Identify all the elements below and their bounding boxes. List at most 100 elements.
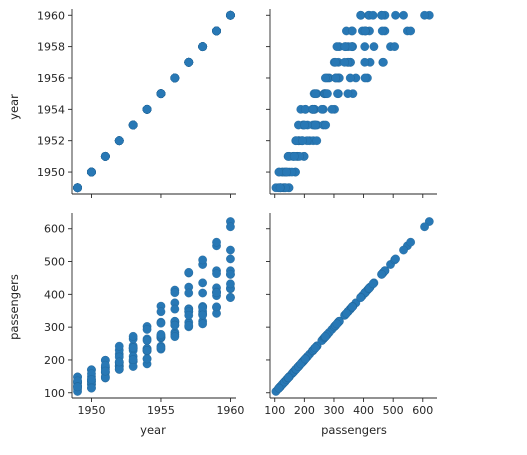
data-point xyxy=(212,26,221,36)
data-point xyxy=(310,89,320,99)
y-tick-label: 600 xyxy=(44,223,65,236)
data-point xyxy=(399,245,408,255)
data-point xyxy=(321,73,330,83)
data-point xyxy=(156,318,166,328)
data-point xyxy=(342,309,351,318)
data-point xyxy=(331,73,341,83)
data-point xyxy=(406,26,415,36)
data-point xyxy=(343,89,353,99)
data-point xyxy=(377,269,386,279)
data-point xyxy=(156,307,166,317)
y-tick-label: 500 xyxy=(44,256,65,269)
data-point xyxy=(323,89,332,99)
data-point xyxy=(212,237,221,247)
data-point xyxy=(170,320,180,330)
x-tick-label: 100 xyxy=(264,404,285,417)
data-point xyxy=(101,152,110,161)
data-point xyxy=(156,343,166,353)
data-point xyxy=(377,10,386,20)
data-point xyxy=(391,254,400,264)
data-point xyxy=(226,254,235,264)
data-point xyxy=(331,57,340,67)
x-tick-label: 300 xyxy=(323,404,344,417)
data-point xyxy=(420,10,429,20)
x-tick-label: 200 xyxy=(294,404,315,417)
data-point xyxy=(87,167,96,177)
data-point xyxy=(332,319,342,329)
data-point xyxy=(184,57,194,67)
data-point xyxy=(184,321,194,330)
data-point xyxy=(406,237,415,247)
data-point xyxy=(114,357,124,367)
x-tick-label: 1955 xyxy=(147,404,175,417)
data-point xyxy=(212,302,221,312)
data-point xyxy=(142,325,152,334)
data-point xyxy=(420,222,429,232)
data-point xyxy=(356,293,365,302)
data-point xyxy=(308,104,318,114)
panel-year-vs-passengers xyxy=(266,9,437,198)
y-tick-label: 1956 xyxy=(37,72,65,85)
data-point xyxy=(347,302,357,312)
data-point xyxy=(198,42,207,51)
data-point xyxy=(310,120,320,130)
data-point xyxy=(114,136,124,146)
data-point xyxy=(198,310,207,320)
data-point xyxy=(310,343,320,353)
data-point xyxy=(321,332,330,342)
panel-passengers-vs-passengers: 100 200 300 400 500 600 xyxy=(264,213,437,417)
data-point xyxy=(198,278,207,288)
y-tick-label: 1950 xyxy=(37,166,65,179)
data-point xyxy=(226,10,235,20)
data-point xyxy=(321,120,331,130)
data-point xyxy=(390,42,400,51)
y-tick-label: 300 xyxy=(44,321,65,334)
data-point xyxy=(340,57,349,67)
ylabel-year: year xyxy=(7,94,21,120)
xlabel-year: year xyxy=(140,423,166,437)
y-tick-label: 100 xyxy=(44,387,65,400)
data-point xyxy=(360,42,370,51)
data-point xyxy=(198,288,207,298)
data-point xyxy=(128,120,138,130)
data-point xyxy=(184,288,194,298)
data-point xyxy=(368,10,378,20)
data-point xyxy=(170,288,180,298)
data-point xyxy=(226,222,235,232)
data-point xyxy=(170,304,180,314)
data-point xyxy=(356,10,365,20)
data-point xyxy=(275,183,285,193)
data-point xyxy=(142,354,152,364)
data-point xyxy=(184,310,194,320)
data-point xyxy=(312,136,322,146)
data-point xyxy=(170,73,180,83)
data-point xyxy=(184,268,194,277)
data-point xyxy=(379,57,388,67)
panel-year-vs-year: 1950 1952 1954 1956 1958 1960 xyxy=(37,9,236,198)
data-point xyxy=(282,167,291,177)
data-point xyxy=(73,382,82,392)
panel-passengers-vs-year: 100 200 300 400 500 600 1950 1955 1960 xyxy=(44,213,244,417)
data-point xyxy=(300,354,310,364)
data-point xyxy=(226,245,235,255)
data-point xyxy=(368,279,378,289)
data-point xyxy=(128,355,138,364)
data-point xyxy=(226,293,235,302)
y-tick-label: 1952 xyxy=(37,135,65,148)
data-point xyxy=(399,10,408,20)
data-point xyxy=(73,183,82,193)
data-point xyxy=(340,42,350,51)
data-point xyxy=(198,319,207,329)
data-point xyxy=(156,330,166,339)
y-tick-label: 1960 xyxy=(37,9,65,22)
data-point xyxy=(333,89,342,99)
data-point xyxy=(300,104,310,114)
data-point xyxy=(327,104,337,114)
data-point xyxy=(114,341,124,351)
x-tick-label: 1950 xyxy=(77,404,105,417)
data-point xyxy=(317,104,327,114)
x-tick-label: 400 xyxy=(353,404,374,417)
data-point xyxy=(142,346,152,355)
data-point xyxy=(142,104,152,114)
